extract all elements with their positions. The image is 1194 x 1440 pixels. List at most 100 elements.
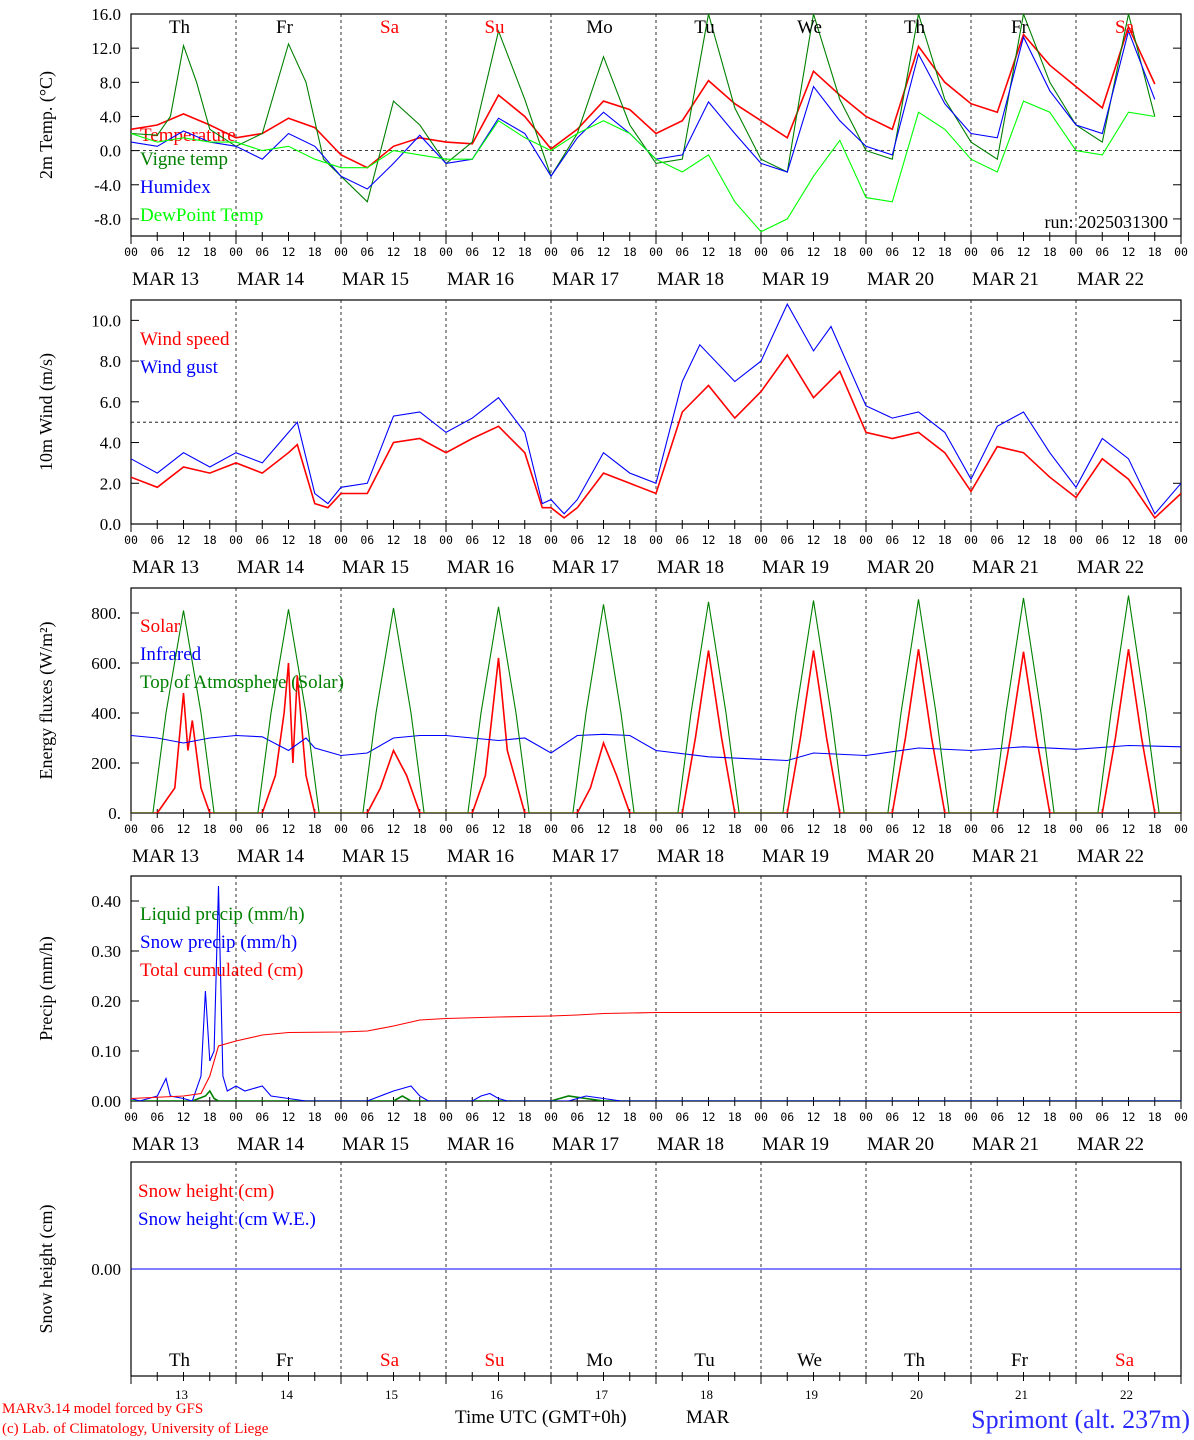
hour-tick-label: 12: [807, 822, 821, 836]
hour-tick-label: 12: [1122, 1110, 1136, 1124]
hour-tick-label: 12: [702, 1110, 716, 1124]
y-tick-label: -4.0: [94, 176, 121, 195]
hour-tick-label: 18: [203, 1110, 217, 1124]
y-tick-label: 0.0: [100, 142, 121, 161]
hour-tick-label: 12: [387, 1110, 401, 1124]
date-label: MAR 20: [867, 1134, 934, 1155]
day-abbr-label: Tu: [694, 17, 715, 38]
hour-tick-label: 18: [623, 245, 637, 259]
day-abbr-label: Th: [904, 1350, 926, 1371]
hour-tick-label: 12: [177, 245, 191, 259]
hour-tick-label: 12: [282, 1110, 296, 1124]
y-tick-label: -8.0: [94, 210, 121, 229]
series-line-liquid-precip-mm-h: [131, 1089, 1181, 1101]
hour-tick-label: 00: [124, 1110, 138, 1124]
hour-tick-label: 12: [912, 822, 926, 836]
hour-tick-label: 06: [675, 533, 689, 547]
date-label: MAR 20: [867, 846, 934, 867]
hour-tick-label: 00: [859, 1110, 873, 1124]
y-tick-label: 4.0: [100, 107, 121, 126]
y-axis-label: 2m Temp. (°C): [36, 71, 57, 179]
date-label: MAR 13: [132, 1134, 199, 1155]
hour-tick-label: 00: [754, 245, 768, 259]
hour-tick-label: 06: [780, 533, 794, 547]
hour-tick-label: 18: [623, 1110, 637, 1124]
y-tick-label: 10.0: [91, 311, 121, 330]
hour-tick-label: 12: [807, 533, 821, 547]
date-label: MAR 15: [342, 1134, 409, 1155]
hour-tick-label: 18: [938, 822, 952, 836]
legend-entry: Wind speed: [140, 329, 230, 350]
date-label: MAR 18: [657, 1134, 724, 1155]
y-axis-label: Precip (mm/h): [36, 936, 57, 1040]
hour-tick-label: 00: [334, 245, 348, 259]
hour-tick-label: 18: [308, 1110, 322, 1124]
hour-tick-label: 06: [1095, 533, 1109, 547]
date-label: MAR 20: [867, 269, 934, 290]
hour-tick-label: 00: [544, 533, 558, 547]
hour-tick-label: 18: [1043, 1110, 1057, 1124]
hour-tick-label: 12: [282, 245, 296, 259]
y-tick-label: 16.0: [91, 5, 121, 24]
hour-tick-label: 00: [964, 533, 978, 547]
hour-tick-label: 06: [885, 245, 899, 259]
hour-tick-label: 12: [492, 822, 506, 836]
hour-tick-label: 06: [360, 245, 374, 259]
legend-entry: Vigne temp: [140, 149, 228, 170]
y-tick-label: 0.30: [91, 942, 121, 961]
hour-tick-label: 18: [1043, 533, 1057, 547]
date-label: MAR 16: [447, 557, 514, 578]
hour-tick-label: 06: [675, 1110, 689, 1124]
hour-tick-label: 06: [1095, 1110, 1109, 1124]
day-abbr-label: Fr: [276, 17, 294, 38]
day-number-label: 22: [1120, 1387, 1133, 1402]
day-abbr-label: Sa: [1115, 17, 1135, 38]
hour-tick-label: 18: [833, 245, 847, 259]
hour-tick-label: 06: [675, 245, 689, 259]
date-label: MAR 15: [342, 846, 409, 867]
legend-entry: Solar: [140, 616, 181, 637]
plot-frame: [130, 587, 1182, 814]
series-line-dewpoint-temp: [131, 100, 1155, 233]
hour-tick-label: 06: [570, 822, 584, 836]
day-abbr-label: Fr: [1011, 1350, 1029, 1371]
hour-tick-label: 00: [1174, 1110, 1188, 1124]
hour-tick-label: 18: [833, 533, 847, 547]
date-label: MAR 14: [237, 557, 305, 578]
hour-tick-label: 00: [964, 1110, 978, 1124]
hour-tick-label: 18: [1043, 245, 1057, 259]
y-tick-label: 0.40: [91, 892, 121, 911]
hour-tick-label: 00: [334, 533, 348, 547]
day-abbr-label: Th: [904, 17, 926, 38]
hour-tick-label: 06: [1095, 822, 1109, 836]
date-label: MAR 19: [762, 557, 829, 578]
hour-tick-label: 00: [859, 533, 873, 547]
hour-tick-label: 12: [597, 533, 611, 547]
day-abbr-label: Sa: [380, 17, 400, 38]
hour-tick-label: 12: [177, 1110, 191, 1124]
hour-tick-label: 06: [570, 245, 584, 259]
y-axis-label: Snow height (cm): [36, 1205, 57, 1334]
hour-tick-label: 12: [1017, 533, 1031, 547]
date-label: MAR 15: [342, 557, 409, 578]
date-label: MAR 13: [132, 557, 199, 578]
date-label: MAR 16: [447, 269, 514, 290]
date-label: MAR 15: [342, 269, 409, 290]
hour-tick-label: 00: [754, 533, 768, 547]
footer: MARv3.14 model forced by GFS (c) Lab. of…: [2, 1401, 1190, 1437]
hour-tick-label: 18: [203, 533, 217, 547]
day-abbr-label: Su: [484, 1350, 505, 1371]
hour-tick-label: 18: [203, 245, 217, 259]
hour-tick-label: 00: [1069, 245, 1083, 259]
hour-tick-label: 12: [492, 533, 506, 547]
hour-tick-label: 00: [1174, 245, 1188, 259]
date-label: MAR 16: [447, 1134, 514, 1155]
hour-tick-label: 00: [964, 822, 978, 836]
day-abbr-label: Th: [169, 1350, 191, 1371]
day-abbr-label: Su: [484, 17, 505, 38]
y-tick-label: 0.00: [91, 1260, 121, 1279]
hour-tick-label: 00: [439, 822, 453, 836]
y-tick-label: 800.: [91, 604, 121, 623]
